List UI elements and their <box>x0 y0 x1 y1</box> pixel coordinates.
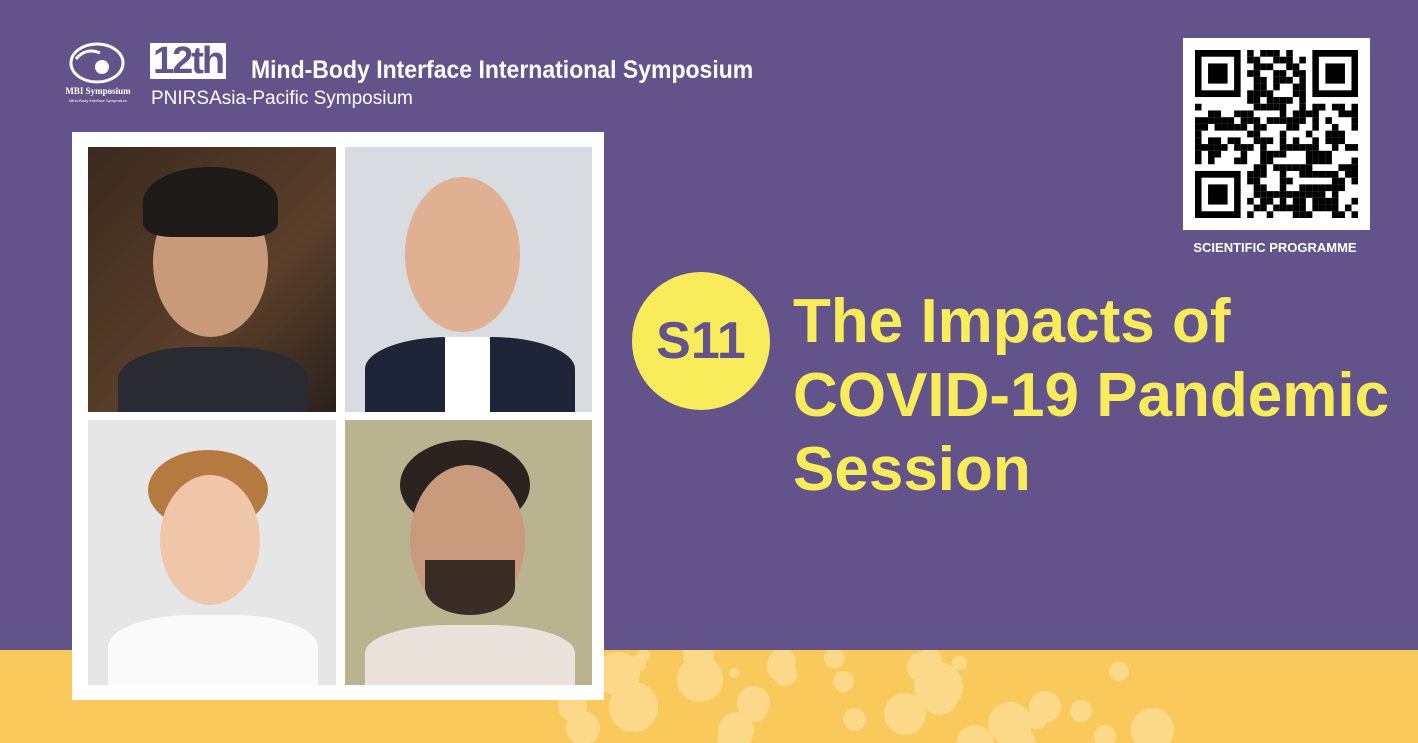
speaker-photo-grid <box>72 132 604 700</box>
logo-text: MBI Symposium <box>65 86 131 96</box>
session-title: The Impacts of COVID-19 Pandemic Session <box>793 285 1389 507</box>
speaker-photo <box>88 147 336 412</box>
band-dot <box>988 701 1032 743</box>
band-dot <box>901 715 915 729</box>
band-dot <box>824 650 845 669</box>
event-title: Mind-Body Interface International Sympos… <box>251 56 754 84</box>
band-dot <box>1069 699 1092 723</box>
band-dot <box>843 708 867 732</box>
band-dot <box>766 653 795 681</box>
speaker-photo <box>345 147 592 412</box>
qr-code-icon <box>1195 50 1358 218</box>
qr-label: SCIENTIFIC PROGRAMME <box>1193 240 1357 255</box>
band-dot <box>636 650 650 662</box>
speaker-photo <box>88 420 336 685</box>
band-dot <box>952 655 967 671</box>
mbi-logo-icon <box>69 42 125 84</box>
session-title-line: The Impacts of <box>793 287 1231 356</box>
band-dot <box>690 661 715 687</box>
session-title-line: COVID-19 Pandemic <box>793 361 1390 430</box>
speaker-photo <box>345 420 592 685</box>
band-dot <box>565 710 600 743</box>
edition-badge: 12th <box>150 42 227 80</box>
logo-subtext: Mind-Body Interface Symposium <box>69 98 127 103</box>
band-dot <box>906 650 940 684</box>
band-dot <box>1130 708 1174 743</box>
band-dot <box>833 670 855 692</box>
band-dot <box>956 725 995 743</box>
event-subtitle: PNIRSAsia-Pacific Symposium <box>151 88 413 109</box>
band-dot <box>608 682 659 732</box>
session-code-badge: S11 <box>632 272 770 410</box>
qr-code[interactable] <box>1183 38 1370 230</box>
band-dot <box>1093 725 1116 743</box>
band-dot <box>729 668 740 679</box>
band-dot <box>1109 661 1129 682</box>
band-dot <box>736 685 771 720</box>
session-title-line: Session <box>793 435 1031 504</box>
